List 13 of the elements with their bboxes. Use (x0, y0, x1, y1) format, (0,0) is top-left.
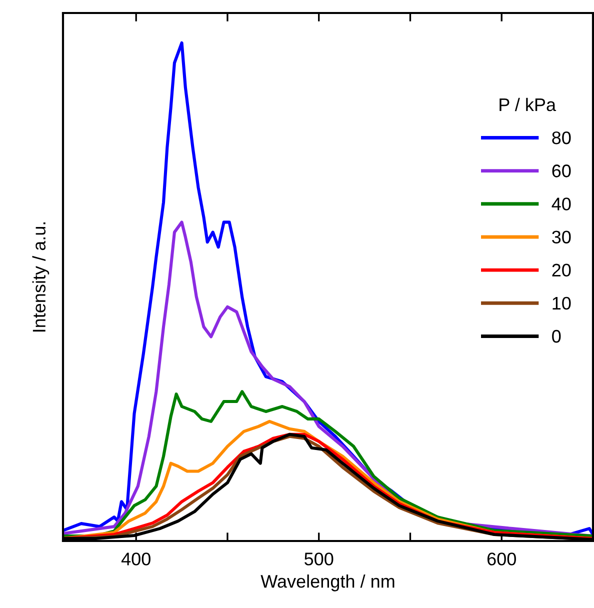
legend-label: 40 (552, 198, 571, 210)
x-tick-label: 500 (304, 552, 334, 566)
legend-title: P / kPa (500, 98, 556, 112)
y-axis-title: Intensity / a.u. (32, 222, 50, 332)
legend-label: 0 (552, 330, 561, 343)
x-axis-title: Wavelength / nm (260, 574, 394, 592)
legend-label: 80 (552, 131, 571, 144)
x-tick-label: 600 (487, 552, 516, 566)
legend-label: 30 (552, 230, 571, 244)
legend-label: 10 (552, 296, 571, 310)
legend-label: 20 (552, 264, 571, 277)
x-tick-label: 400 (121, 552, 150, 566)
legend-label: 60 (552, 164, 571, 178)
